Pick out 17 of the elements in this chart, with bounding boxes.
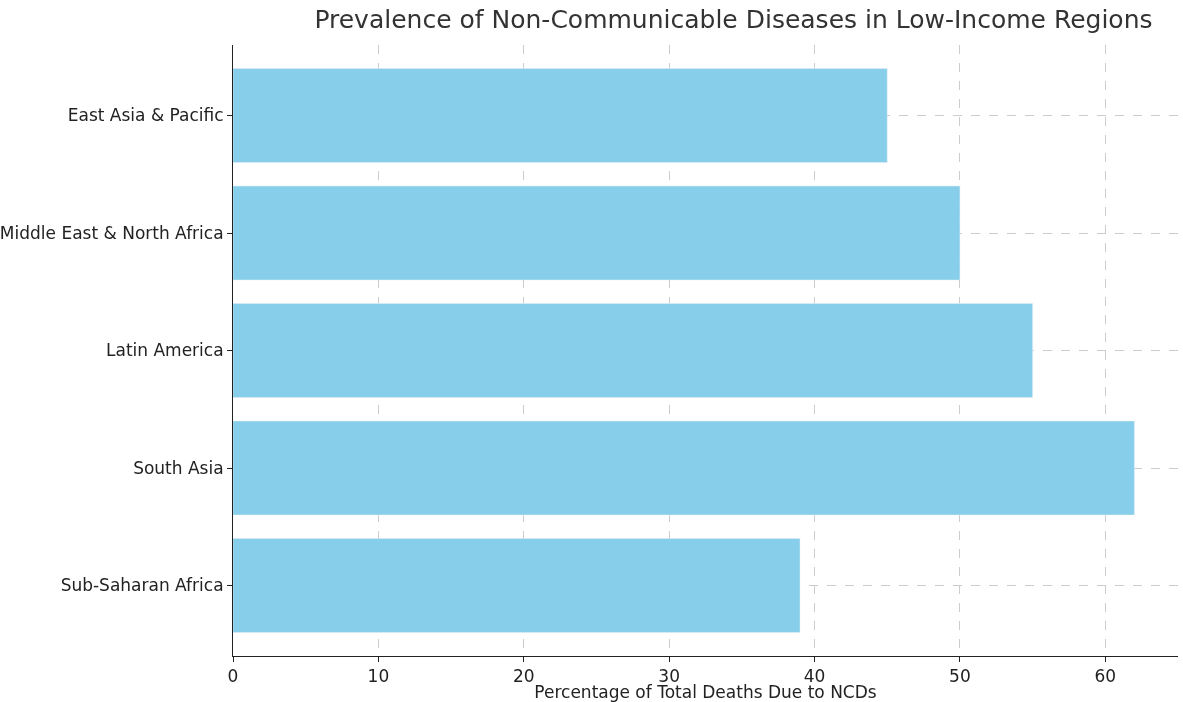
- bar: [233, 185, 961, 281]
- bar: [233, 68, 888, 163]
- y-tick-label: East Asia & Pacific: [67, 105, 224, 126]
- y-tick-label: South Asia: [133, 457, 224, 478]
- x-axis-title: Percentage of Total Deaths Due to NCDs: [534, 682, 877, 702]
- y-tick-label: Middle East & North Africa: [0, 222, 224, 243]
- bar: [233, 303, 1033, 398]
- y-tick-label: Sub-Saharan Africa: [60, 575, 224, 596]
- x-tick-label: 60: [1094, 666, 1117, 687]
- bar: [233, 538, 801, 633]
- x-tick-label: 10: [367, 666, 390, 687]
- bar: [233, 420, 1135, 516]
- y-tick-label: Latin America: [106, 340, 224, 361]
- x-tick-label: 20: [512, 666, 535, 687]
- x-tick-label: 50: [949, 666, 971, 687]
- chart-title: Prevalence of Non-Communicable Diseases in Low-Income Regions: [314, 5, 1153, 35]
- x-tick-label: 0: [227, 666, 239, 687]
